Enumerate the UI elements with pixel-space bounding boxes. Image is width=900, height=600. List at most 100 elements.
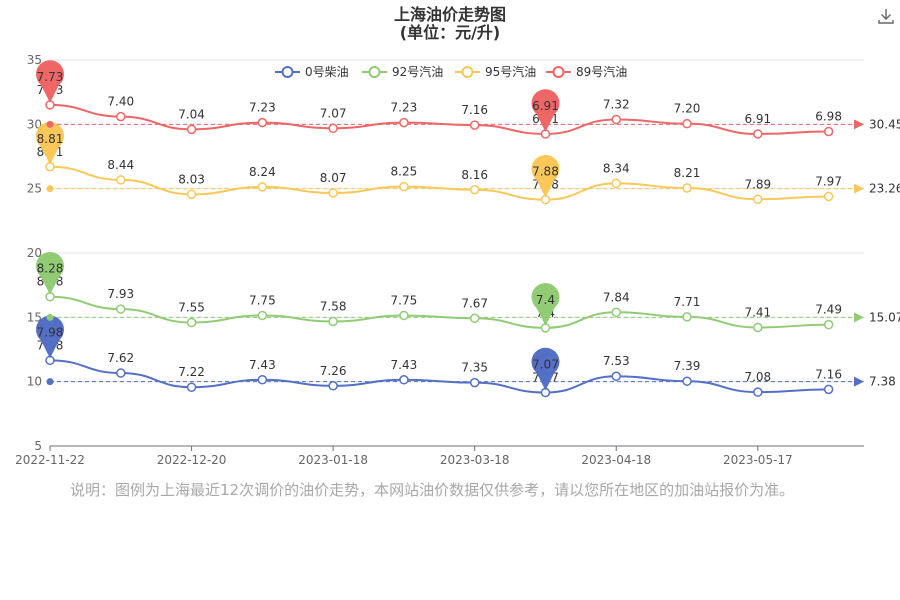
data-point-0	[116, 368, 126, 378]
data-label-2: 8.44	[107, 158, 134, 172]
data-label-2: 8.03	[178, 172, 205, 186]
data-label-0: 7.43	[249, 358, 276, 372]
data-label-3: 7.16	[461, 103, 488, 117]
data-point-1	[611, 307, 622, 318]
avg-label-2: 23.26	[869, 182, 900, 196]
avg-start-dot-1	[46, 313, 54, 321]
chart-title: 上海油价走势图	[394, 5, 506, 24]
legend-marker-1	[368, 66, 381, 78]
data-point-0	[186, 382, 197, 392]
series-line-1	[49, 295, 829, 329]
data-label-0: 7.35	[461, 361, 488, 375]
data-label-1: 7.71	[674, 295, 701, 309]
min-pin-1	[531, 283, 560, 326]
data-point-1	[257, 310, 268, 321]
data-label-1: 7.58	[320, 299, 347, 313]
data-label-0: 7.26	[320, 364, 347, 378]
min-pin-2	[531, 154, 560, 198]
data-point-0	[399, 375, 409, 385]
data-point-3	[399, 117, 409, 128]
avg-arrow-1	[854, 312, 864, 323]
data-label-2: 7.97	[815, 174, 842, 188]
avg-start-dot-2	[46, 185, 54, 193]
data-label-2: 8.16	[461, 168, 488, 182]
data-point-2	[753, 194, 763, 205]
x-tick-label: 2023-05-17	[723, 453, 793, 467]
data-label-0: 7.62	[107, 351, 134, 365]
data-point-3	[469, 120, 480, 130]
data-point-2	[611, 178, 622, 189]
data-point-2	[186, 189, 197, 200]
chart-note: 说明：图例为上海最近12次调价的油价走势，本网站油价数据仅供参考，请以您所在地区…	[70, 481, 795, 499]
min-pin-3	[531, 89, 560, 132]
data-label-3: 7.23	[391, 101, 418, 115]
data-point-2	[823, 191, 834, 202]
x-tick-label: 2022-12-20	[157, 453, 227, 467]
x-tick-label: 2023-04-18	[581, 453, 651, 467]
max-pin-label-3: 7.73	[37, 70, 64, 84]
data-label-3: 7.20	[674, 102, 701, 116]
data-point-2	[328, 188, 338, 198]
x-tick-label: 2022-11-22	[15, 453, 85, 467]
data-point-0	[682, 376, 692, 386]
data-point-1	[116, 304, 126, 314]
data-point-2	[682, 183, 692, 193]
y-tick-label: 20	[27, 246, 42, 260]
min-pin-label-3: 6.91	[532, 99, 559, 113]
data-label-1: 7.75	[391, 293, 418, 307]
y-tick-label: 15	[27, 310, 42, 324]
max-pin-1	[36, 251, 65, 295]
data-label-1: 7.93	[107, 287, 134, 301]
data-point-2	[399, 181, 409, 192]
data-point-3	[186, 124, 197, 135]
data-point-0	[753, 387, 763, 397]
data-point-3	[328, 123, 338, 134]
data-point-0	[257, 375, 268, 385]
avg-start-dot-0	[46, 378, 54, 386]
min-pin-label-1: 7.4	[536, 293, 555, 307]
legend-label-2: 95号汽油	[485, 64, 536, 79]
avg-start-dot-3	[46, 120, 54, 128]
data-label-2: 7.89	[744, 177, 771, 191]
data-point-3	[257, 117, 268, 128]
avg-label-3: 30.45	[869, 117, 900, 131]
data-point-1	[753, 322, 763, 333]
data-label-2: 8.07	[320, 171, 347, 185]
data-point-2	[469, 185, 480, 195]
y-tick-label: 25	[27, 182, 42, 196]
data-label-1: 7.84	[603, 290, 630, 304]
data-point-2	[116, 175, 126, 185]
data-point-1	[682, 312, 692, 322]
data-point-0	[611, 371, 622, 381]
max-pin-0	[36, 315, 65, 359]
avg-arrow-0	[854, 376, 864, 387]
data-point-3	[753, 129, 763, 139]
series-line-2	[49, 165, 829, 201]
x-tick-label: 2023-01-18	[298, 453, 368, 467]
legend-label-0: 0号柴油	[305, 65, 349, 79]
data-label-3: 7.04	[178, 107, 205, 121]
data-label-0: 7.39	[674, 359, 701, 373]
data-point-1	[399, 310, 409, 321]
avg-arrow-2	[854, 183, 864, 194]
data-label-0: 7.43	[391, 358, 418, 372]
max-pin-label-2: 8.81	[37, 132, 64, 146]
data-label-3: 6.98	[815, 109, 842, 123]
data-label-1: 7.67	[461, 296, 488, 310]
legend-label-3: 89号汽油	[576, 64, 627, 79]
data-label-2: 8.25	[391, 165, 418, 179]
data-label-3: 6.91	[744, 112, 771, 126]
y-tick-label: 30	[27, 117, 42, 131]
legend-marker-0	[281, 66, 294, 78]
max-pin-label-1: 8.28	[37, 262, 64, 276]
data-point-3	[611, 114, 622, 125]
chart-subtitle: (单位：元/升)	[400, 23, 500, 42]
min-pin-label-0: 7.07	[532, 358, 559, 372]
download-icon[interactable]	[876, 6, 896, 26]
data-point-1	[823, 319, 834, 330]
data-label-3: 7.40	[107, 95, 134, 109]
data-point-3	[116, 111, 126, 122]
data-point-3	[823, 126, 834, 137]
data-label-1: 7.75	[249, 293, 276, 307]
